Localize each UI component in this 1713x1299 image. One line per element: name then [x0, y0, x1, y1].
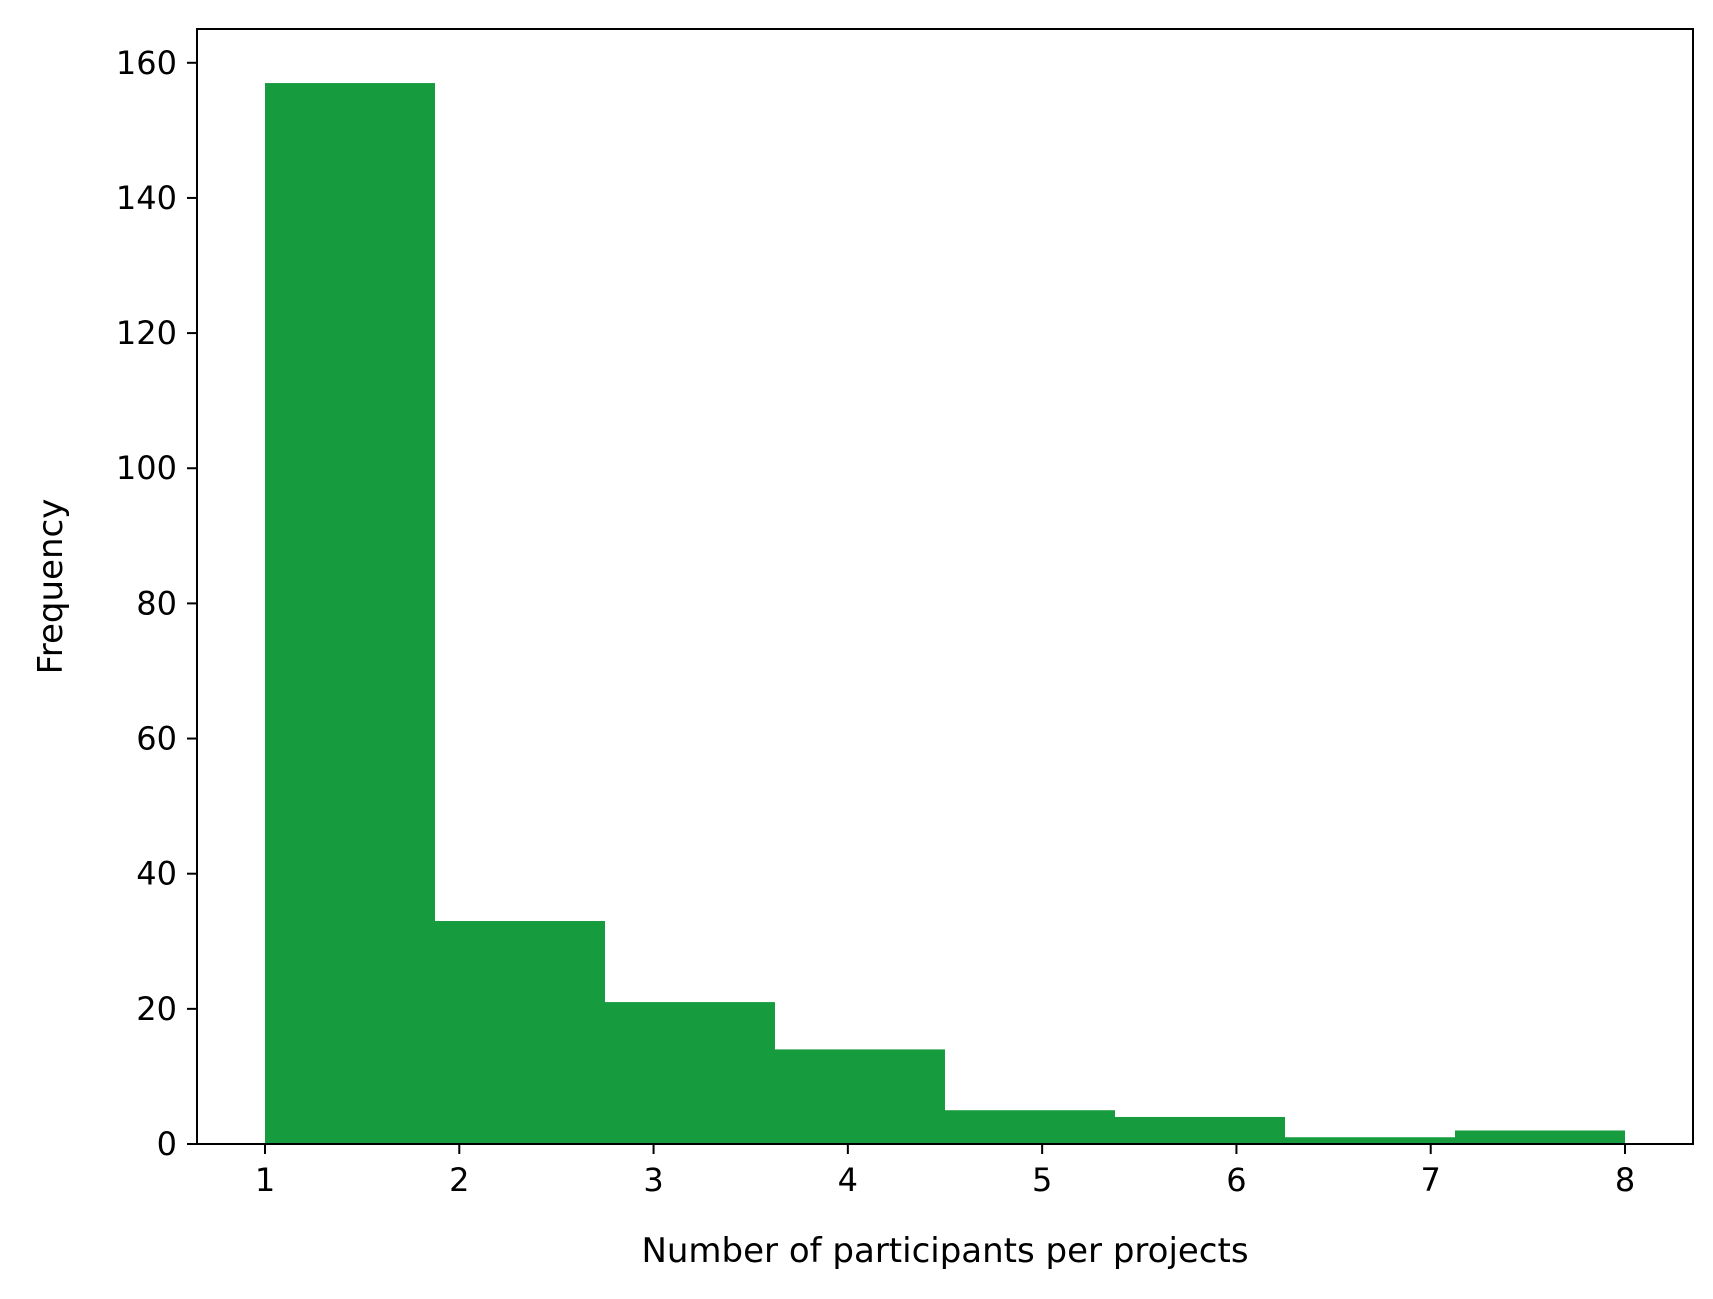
y-tick-label: 140: [116, 179, 177, 217]
y-tick-label: 40: [136, 855, 177, 893]
histogram-bar: [1455, 1130, 1625, 1144]
y-tick-label: 60: [136, 720, 177, 758]
histogram-bar: [605, 1002, 775, 1144]
y-tick-label: 120: [116, 314, 177, 352]
x-tick-label: 3: [643, 1161, 663, 1199]
histogram-bar: [265, 83, 435, 1145]
x-tick-label: 8: [1615, 1161, 1635, 1199]
y-tick-label: 100: [116, 449, 177, 487]
x-axis-label: Number of participants per projects: [641, 1231, 1248, 1271]
histogram-bar: [1115, 1116, 1285, 1144]
y-tick-label: 0: [157, 1125, 177, 1163]
histogram-bar: [775, 1049, 945, 1144]
x-tick-label: 2: [449, 1161, 469, 1199]
x-tick-label: 5: [1032, 1161, 1052, 1199]
x-tick-label: 4: [838, 1161, 858, 1199]
y-tick-label: 80: [136, 584, 177, 622]
y-tick-label: 20: [136, 990, 177, 1028]
x-tick-label: 7: [1421, 1161, 1441, 1199]
histogram-bar: [1285, 1137, 1455, 1144]
histogram-bar: [435, 921, 605, 1144]
histogram-bar: [945, 1110, 1115, 1144]
axes-frame: [196, 28, 1694, 1145]
x-tick-label: 6: [1226, 1161, 1246, 1199]
bars-layer: [265, 83, 1625, 1145]
y-axis-ticks: 0 20 40 60 80 100 120 140 160: [116, 44, 197, 1163]
y-tick-label: 160: [116, 44, 177, 82]
x-tick-label: 1: [255, 1161, 275, 1199]
y-axis-label: Frequency: [31, 499, 71, 675]
x-axis-ticks: 1 2 3 4 5 6 7 8: [255, 1144, 1635, 1199]
